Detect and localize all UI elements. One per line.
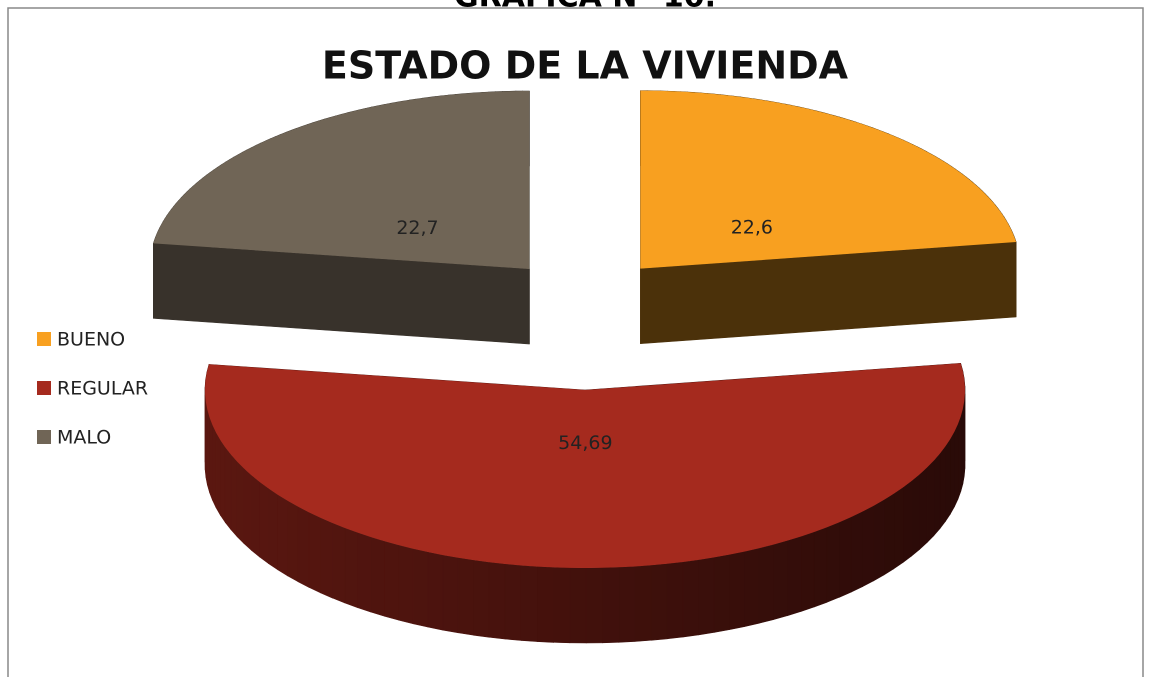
slice-side (666, 561, 684, 640)
slice-side (787, 536, 802, 617)
slice-side (873, 499, 885, 582)
slice-side (308, 511, 321, 594)
slice-side (504, 563, 522, 641)
slice-side (744, 547, 760, 627)
slice-side (634, 564, 652, 642)
slice-side (758, 544, 774, 624)
legend-swatch (37, 332, 51, 346)
slice-side (215, 431, 221, 517)
slice-side (224, 446, 232, 531)
slice-side (357, 532, 372, 613)
slice-side (287, 500, 299, 583)
slice-side (650, 563, 668, 641)
slice-side (729, 551, 745, 631)
slice-side (332, 522, 346, 604)
slice-side (344, 527, 358, 609)
legend-swatch (37, 381, 51, 395)
slice-side (268, 487, 278, 571)
slice-side (488, 561, 506, 640)
slice (205, 363, 965, 568)
legend-label: MALO (57, 427, 111, 449)
slice-side (957, 416, 962, 500)
slice-side (251, 474, 260, 558)
slice-side (926, 459, 935, 544)
slice-side (893, 486, 904, 570)
slice-side (230, 453, 238, 538)
slice-side (207, 410, 210, 493)
slice-side (773, 540, 788, 620)
slice-side (826, 521, 840, 603)
slice-side (398, 544, 414, 625)
slice-side (427, 551, 444, 631)
slice-side (850, 511, 863, 593)
data-label: 54,69 (558, 432, 612, 454)
slice (640, 90, 1017, 269)
legend-label: REGULAR (57, 378, 148, 400)
slice-side (243, 467, 252, 552)
slice-side (713, 554, 730, 633)
slice-side (698, 557, 715, 636)
slice-side (933, 452, 941, 537)
data-label: 22,7 (396, 217, 438, 239)
slice-side (939, 445, 946, 530)
slice-side (442, 554, 459, 634)
slice-side (370, 536, 385, 617)
slice-side (839, 516, 852, 598)
slice-side (919, 466, 928, 551)
slice-side (618, 566, 636, 643)
slice-side (209, 417, 213, 501)
chart-title: ESTADO DE LA VIVIENDA (322, 44, 849, 88)
legend-label: BUENO (57, 329, 125, 351)
slice-side (320, 517, 333, 599)
slice-side (800, 531, 815, 612)
slice-side (682, 559, 699, 638)
slice-side (569, 567, 587, 644)
slice-side (960, 408, 964, 492)
slice-side (384, 540, 400, 621)
slice-side (911, 473, 920, 557)
slice-side (520, 565, 538, 642)
slice-side (813, 526, 828, 608)
slice-side (883, 493, 895, 576)
legend-swatch (37, 430, 51, 444)
slice-side (412, 548, 429, 628)
slice-side (585, 567, 603, 644)
slice-side (902, 480, 912, 564)
slice-side (153, 243, 530, 345)
slice-side (602, 566, 620, 644)
slice-side (537, 566, 554, 643)
slice (153, 90, 530, 269)
slice-side (945, 438, 951, 523)
slice-side (212, 425, 217, 508)
slice-side (954, 424, 959, 507)
slice-side (297, 506, 310, 588)
slice-side (553, 567, 571, 644)
slice-side (457, 557, 474, 636)
data-label: 22,6 (731, 216, 773, 238)
slice-side (236, 460, 245, 545)
slice-side (862, 505, 874, 588)
slice-side (220, 439, 226, 524)
caption: GRAFICA N° 10. (454, 0, 716, 15)
slice-side (259, 481, 269, 565)
slice-side (277, 494, 288, 577)
slice-side (473, 559, 490, 638)
slice-side (950, 430, 955, 516)
